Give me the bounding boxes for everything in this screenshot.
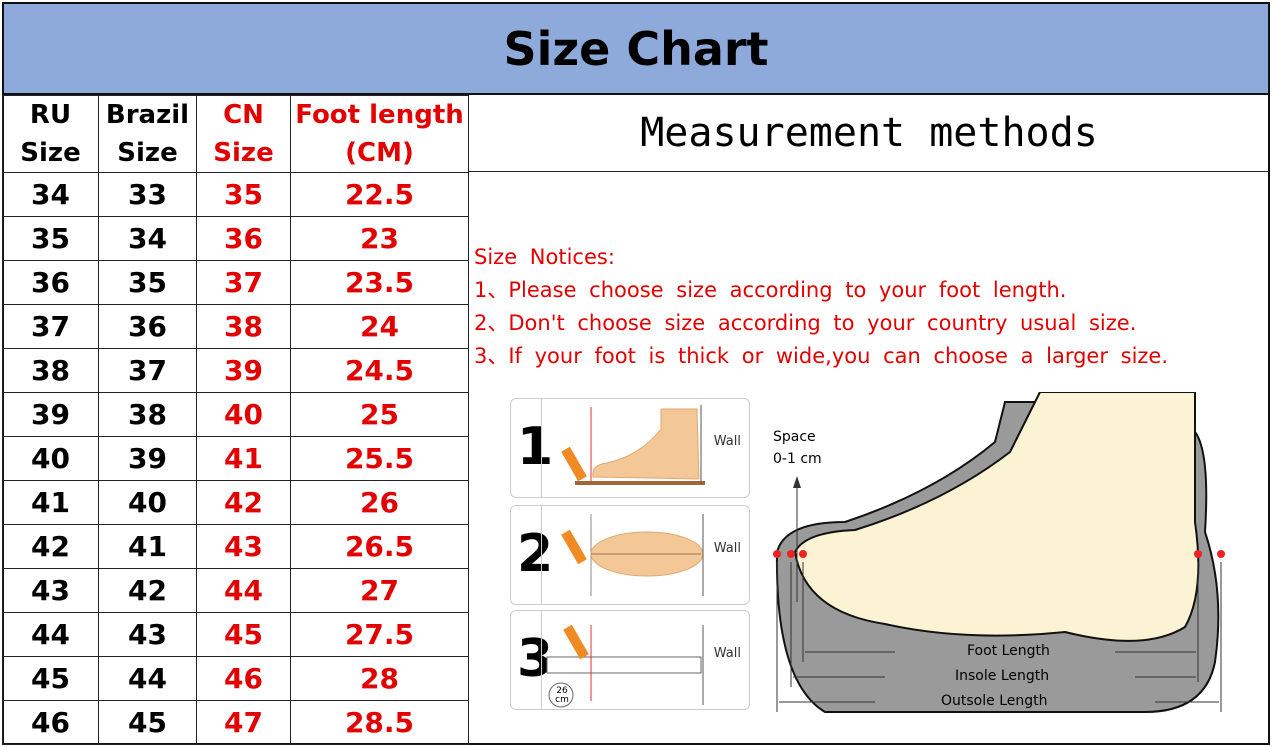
cn-size-cell: 36: [196, 216, 291, 261]
brazil-size-cell: 41: [98, 524, 197, 569]
measurement-heading: Measurement methods: [468, 95, 1270, 172]
cn-size-cell: 44: [196, 568, 291, 613]
table-row: 43 42 44 27: [2, 568, 469, 613]
table-row: 34 33 35 22.5: [2, 172, 469, 217]
foot-length-cell: 27: [290, 568, 469, 613]
foot-length-cell: 24.5: [290, 348, 469, 393]
ru-size-cell: 38: [2, 348, 99, 393]
brazil-size-cell: 37: [98, 348, 197, 393]
table-row: 44 43 45 27.5: [2, 612, 469, 657]
space-label: Space 0-1 cm: [773, 429, 822, 467]
foot-length-cell: 28: [290, 656, 469, 701]
ru-size-cell: 44: [2, 612, 99, 657]
header-ru: RU Size: [2, 95, 99, 173]
cn-size-cell: 43: [196, 524, 291, 569]
size-notices: Size Notices: 1、Please choose size accor…: [474, 241, 1168, 373]
page-title: Size Chart: [2, 2, 1270, 95]
foot-length-cell: 27.5: [290, 612, 469, 657]
table-row: 39 38 40 25: [2, 392, 469, 437]
cn-size-cell: 39: [196, 348, 291, 393]
shoe-illustration: [773, 391, 1225, 713]
table-row: 38 37 39 24.5: [2, 348, 469, 393]
brazil-size-cell: 42: [98, 568, 197, 613]
foot-length-cell: 23.5: [290, 260, 469, 305]
brazil-size-cell: 38: [98, 392, 197, 437]
cn-size-cell: 46: [196, 656, 291, 701]
cn-size-cell: 42: [196, 480, 291, 525]
foot-length-label: Foot Length: [967, 643, 1050, 659]
ru-size-cell: 39: [2, 392, 99, 437]
cn-size-cell: 37: [196, 260, 291, 305]
notice-1: 1、Please choose size according to your f…: [474, 278, 1067, 302]
ru-size-cell: 42: [2, 524, 99, 569]
ruler-icon: [546, 624, 704, 708]
table-row: 45 44 46 28: [2, 656, 469, 701]
size-table: RU Size Brazil Size CN Size Foot length (CM)…: [2, 95, 469, 745]
notices-title: Size Notices:: [474, 245, 615, 269]
cn-size-cell: 40: [196, 392, 291, 437]
ru-size-cell: 43: [2, 568, 99, 613]
foot-length-cell: 24: [290, 304, 469, 349]
header-cn: CN Size: [196, 95, 291, 173]
shoe-length-diagram: Space 0-1 cm Foot Length Insole Length Ou…: [765, 391, 1265, 726]
outsole-length-label: Outsole Length: [941, 693, 1048, 709]
ru-size-cell: 35: [2, 216, 99, 261]
brazil-size-cell: 33: [98, 172, 197, 217]
brazil-size-cell: 40: [98, 480, 197, 525]
foot-length-cell: 26.5: [290, 524, 469, 569]
table-header-row: RU Size Brazil Size CN Size Foot length (CM): [2, 95, 469, 173]
cn-size-cell: 41: [196, 436, 291, 481]
cn-size-cell: 45: [196, 612, 291, 657]
brazil-size-cell: 36: [98, 304, 197, 349]
brazil-size-cell: 34: [98, 216, 197, 261]
brazil-size-cell: 39: [98, 436, 197, 481]
foot-length-cell: 22.5: [290, 172, 469, 217]
foot-top-icon: [561, 514, 704, 596]
ru-size-cell: 34: [2, 172, 99, 217]
cn-size-cell: 38: [196, 304, 291, 349]
wall-label: Wall: [713, 541, 741, 556]
foot-length-cell: 26: [290, 480, 469, 525]
ruler-reading: 26 cm: [555, 686, 569, 705]
step-3-panel: 3 26 cm Wall: [510, 610, 750, 710]
foot-length-cell: 23: [290, 216, 469, 261]
foot-length-cell: 28.5: [290, 700, 469, 745]
table-row: 40 39 41 25.5: [2, 436, 469, 481]
table-row: 36 35 37 23.5: [2, 260, 469, 305]
header-foot-length: Foot length (CM): [290, 95, 469, 173]
step-2-panel: 2 Wall: [510, 505, 750, 605]
table-row: 35 34 36 23: [2, 216, 469, 261]
wall-label: Wall: [713, 646, 741, 661]
insole-length-label: Insole Length: [955, 668, 1050, 684]
wall-label: Wall: [713, 434, 741, 449]
foot-length-cell: 25: [290, 392, 469, 437]
cn-size-cell: 47: [196, 700, 291, 745]
foot-length-cell: 25.5: [290, 436, 469, 481]
notice-2: 2、Don't choose size according to your co…: [474, 311, 1137, 335]
table-row: 41 40 42 26: [2, 480, 469, 525]
brazil-size-cell: 43: [98, 612, 197, 657]
ru-size-cell: 40: [2, 436, 99, 481]
ru-size-cell: 45: [2, 656, 99, 701]
notice-3: 3、If your foot is thick or wide,you can …: [474, 344, 1169, 368]
step-1-panel: 1 Wall: [510, 398, 750, 498]
ru-size-cell: 37: [2, 304, 99, 349]
cn-size-cell: 35: [196, 172, 291, 217]
brazil-size-cell: 35: [98, 260, 197, 305]
ru-size-cell: 41: [2, 480, 99, 525]
table-row: 42 41 43 26.5: [2, 524, 469, 569]
brazil-size-cell: 45: [98, 700, 197, 745]
table-row: 46 45 47 28.5: [2, 700, 469, 745]
table-row: 37 36 38 24: [2, 304, 469, 349]
foot-side-icon: [561, 405, 705, 485]
ru-size-cell: 46: [2, 700, 99, 745]
header-brazil: Brazil Size: [98, 95, 197, 173]
ru-size-cell: 36: [2, 260, 99, 305]
brazil-size-cell: 44: [98, 656, 197, 701]
